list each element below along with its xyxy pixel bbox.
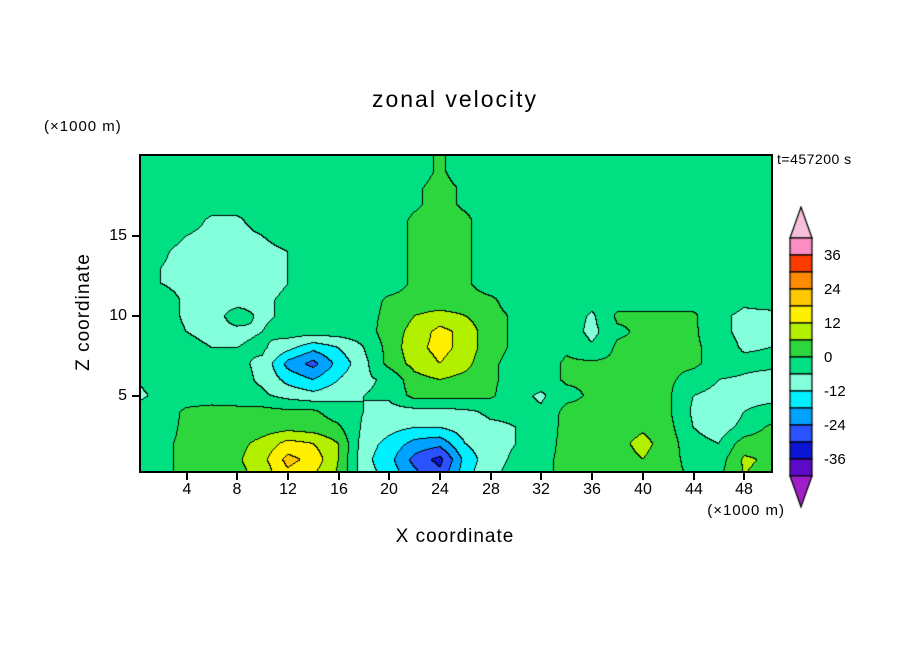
x-tick-label: 8 [232, 481, 242, 498]
colorbar-label: 0 [824, 349, 833, 366]
x-tick-label: 12 [279, 481, 297, 498]
y-tick-mark [132, 315, 139, 317]
x-tick-mark [743, 473, 745, 480]
x-tick-mark [693, 473, 695, 480]
x-tick-label: 32 [532, 481, 550, 498]
colorbar [788, 206, 814, 509]
plot-title: zonal velocity [371, 86, 539, 112]
y-tick-label: 10 [109, 307, 127, 324]
colorbar-label: 24 [824, 281, 841, 298]
y-tick-label: 5 [118, 387, 127, 404]
y-tick-mark [132, 235, 139, 237]
x-tick-label: 44 [685, 481, 703, 498]
x-tick-label: 16 [330, 481, 348, 498]
x-tick-label: 36 [583, 481, 601, 498]
x-tick-label: 40 [634, 481, 652, 498]
y-axis-unit-label: (×1000 m) [44, 118, 122, 135]
colorbar-label: -12 [824, 383, 846, 400]
x-tick-mark [388, 473, 390, 480]
y-axis-label: Z coordinate [73, 253, 94, 371]
colorbar-label: -36 [824, 451, 846, 468]
x-tick-mark [591, 473, 593, 480]
x-axis-label: X coordinate [395, 526, 515, 547]
x-tick-label: 20 [380, 481, 398, 498]
colorbar-label: 36 [824, 247, 841, 264]
y-tick-mark [132, 395, 139, 397]
x-axis-unit-label: (×1000 m) [707, 502, 785, 519]
x-tick-mark [236, 473, 238, 480]
x-tick-mark [338, 473, 340, 480]
plot-frame [139, 154, 773, 473]
contour-field-canvas [141, 156, 771, 471]
x-tick-label: 28 [482, 481, 500, 498]
x-tick-label: 48 [735, 481, 753, 498]
x-tick-mark [439, 473, 441, 480]
x-tick-mark [490, 473, 492, 480]
colorbar-label: 12 [824, 315, 841, 332]
x-tick-mark [540, 473, 542, 480]
timestamp-label: t=457200 s [777, 151, 852, 167]
colorbar-label: -24 [824, 417, 846, 434]
x-tick-mark [287, 473, 289, 480]
x-tick-label: 24 [431, 481, 449, 498]
x-tick-mark [642, 473, 644, 480]
y-tick-label: 15 [109, 227, 127, 244]
x-tick-mark [186, 473, 188, 480]
x-tick-label: 4 [182, 481, 192, 498]
